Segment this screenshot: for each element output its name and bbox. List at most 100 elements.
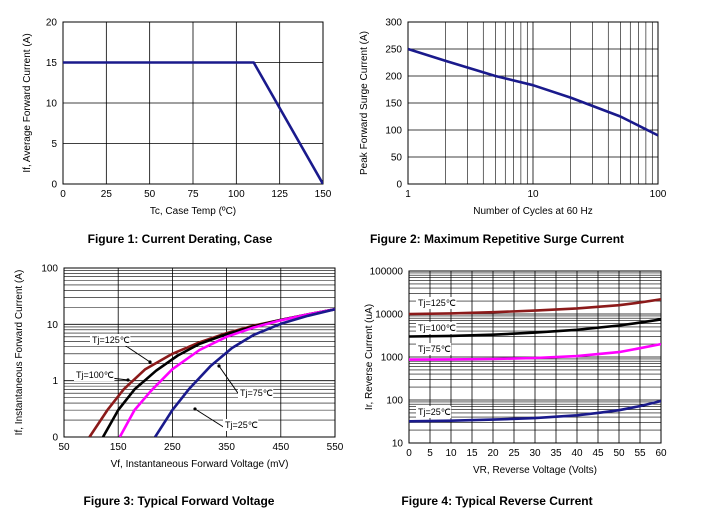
series-label-4: Tj=25℃: [225, 420, 258, 430]
x-tick-label: 20: [487, 448, 499, 459]
y-tick-label: 5: [51, 139, 57, 150]
plot-frame: [63, 267, 336, 438]
x-tick-label: 50: [58, 442, 70, 453]
x-axis-label: Number of Cycles at 60 Hz: [473, 206, 593, 217]
annotation-bg: [90, 334, 131, 346]
y-tick-label: 1: [52, 376, 58, 387]
x-tick-label: 0: [60, 189, 66, 200]
annotation-bg: [238, 387, 274, 399]
x-tick-label: 75: [187, 189, 199, 200]
x-tick-label: 25: [101, 189, 113, 200]
annotation-bg: [74, 369, 115, 381]
y-axis-label: If, Average Forward Current (A): [22, 33, 33, 172]
x-axis-label: VR, Reverse Voltage (Volts): [473, 465, 597, 476]
y-tick-label: 300: [385, 18, 402, 29]
y-tick-label: 50: [391, 153, 403, 164]
x-tick-label: 10: [445, 448, 457, 459]
x-tick-label: 50: [613, 448, 625, 459]
x-axis-label: Vf, Instantaneous Forward Voltage (mV): [111, 459, 289, 470]
series-line-1: [88, 308, 335, 437]
y-tick-label: 1000: [381, 353, 404, 364]
annotation-arrowhead: [193, 407, 197, 411]
caption-figure-2: Figure 2: Maximum Repetitive Surge Curre…: [370, 232, 624, 246]
chart-forward-voltage: 50 150 250 350 450 550 0 1 10 100 Vf, Instantaneou…: [14, 264, 344, 471]
y-axis-label: Ir, Reverse Current (uA): [364, 304, 375, 410]
y-tick-label: 15: [46, 58, 58, 69]
x-tick-label: 5: [427, 448, 433, 459]
x-tick-label: 350: [218, 442, 235, 453]
x-tick-label: 125: [271, 189, 288, 200]
x-tick-label: 40: [571, 448, 583, 459]
x-tick-label: 0: [406, 448, 412, 459]
x-tick-label: 150: [315, 189, 332, 200]
y-tick-label: 0: [52, 433, 58, 444]
caption-figure-3: Figure 3: Typical Forward Voltage: [84, 494, 275, 508]
x-tick-label: 150: [110, 442, 127, 453]
annotation-arrowhead: [148, 360, 152, 364]
annotation-bg: [416, 322, 457, 334]
x-tick-label: 25: [508, 448, 520, 459]
series-line-2: [101, 308, 335, 437]
x-tick-label: 10: [527, 189, 539, 200]
y-tick-label: 10: [392, 439, 404, 450]
series-line-1: [408, 47, 658, 137]
series-label-3: Tj=75℃: [418, 344, 451, 354]
series-line-2: [409, 318, 661, 338]
annotation-arrowhead: [217, 364, 221, 368]
x-tick-label: 100: [228, 189, 245, 200]
y-tick-label: 10000: [375, 310, 403, 321]
series-label-3: Tj=75℃: [240, 388, 273, 398]
x-tick-label: 45: [592, 448, 604, 459]
y-axis-label: Peak Forward Surge Current (A): [359, 31, 370, 175]
y-tick-label: 20: [46, 18, 58, 29]
x-tick-label: 30: [529, 448, 541, 459]
x-tick-label: 250: [164, 442, 181, 453]
y-tick-label: 100: [41, 264, 58, 275]
series-line-1: [63, 61, 323, 184]
series-label-2: Tj=100℃: [418, 323, 456, 333]
y-tick-label: 150: [385, 99, 402, 110]
chart-current-derating: 0 25 50 75 100 125 150 0 5 10 15 20 Tc, Case Temp (º…: [22, 18, 332, 218]
series-line-3: [118, 308, 335, 437]
x-tick-label: 15: [466, 448, 478, 459]
annotation-bg: [223, 419, 259, 431]
x-tick-label: 35: [550, 448, 562, 459]
series-label-1: Tj=125℃: [418, 298, 456, 308]
x-tick-label: 60: [655, 448, 667, 459]
y-tick-label: 100000: [370, 267, 404, 278]
annotation-leader: [194, 408, 226, 429]
annotation-leader: [218, 365, 241, 397]
plot-frame: [408, 270, 662, 444]
caption-figure-4: Figure 4: Typical Reverse Current: [401, 494, 592, 508]
x-axis-label: Tc, Case Temp (ºC): [150, 206, 236, 217]
series-label-2: Tj=100℃: [76, 370, 114, 380]
x-tick-label: 50: [144, 189, 156, 200]
y-tick-label: 0: [396, 180, 402, 191]
plot-frame: [407, 21, 659, 185]
annotation-bg: [416, 406, 452, 418]
series-line-4: [154, 308, 335, 437]
x-tick-label: 100: [650, 189, 667, 200]
y-tick-label: 0: [51, 180, 57, 191]
annotation-bg: [416, 343, 452, 355]
series-line-3: [409, 342, 661, 361]
series-line-1: [409, 298, 661, 316]
caption-figure-1: Figure 1: Current Derating, Case: [88, 232, 273, 246]
chart-reverse-current: 0 5 10 15 20 25 30 35 40 45 50 55 60 10 100 1000 10000 10…: [364, 267, 667, 477]
x-tick-label: 550: [327, 442, 344, 453]
annotation-arrowhead: [126, 378, 130, 382]
plot-frame: [62, 21, 324, 185]
y-axis-label: If, Instantaneous Forward Current (A): [14, 270, 25, 436]
annotation-bg: [416, 297, 457, 309]
y-tick-label: 10: [46, 99, 58, 110]
series-label-4: Tj=25℃: [418, 407, 451, 417]
chart-surge-current: 1 10 100 0 50 100 150 200 250 300 Number of Cycles…: [359, 18, 667, 218]
y-tick-label: 100: [385, 126, 402, 137]
y-tick-label: 200: [385, 72, 402, 83]
y-tick-label: 100: [386, 396, 403, 407]
y-tick-label: 250: [385, 45, 402, 56]
y-tick-label: 10: [47, 320, 59, 331]
x-tick-label: 1: [405, 189, 411, 200]
series-label-1: Tj=125℃: [92, 335, 130, 345]
